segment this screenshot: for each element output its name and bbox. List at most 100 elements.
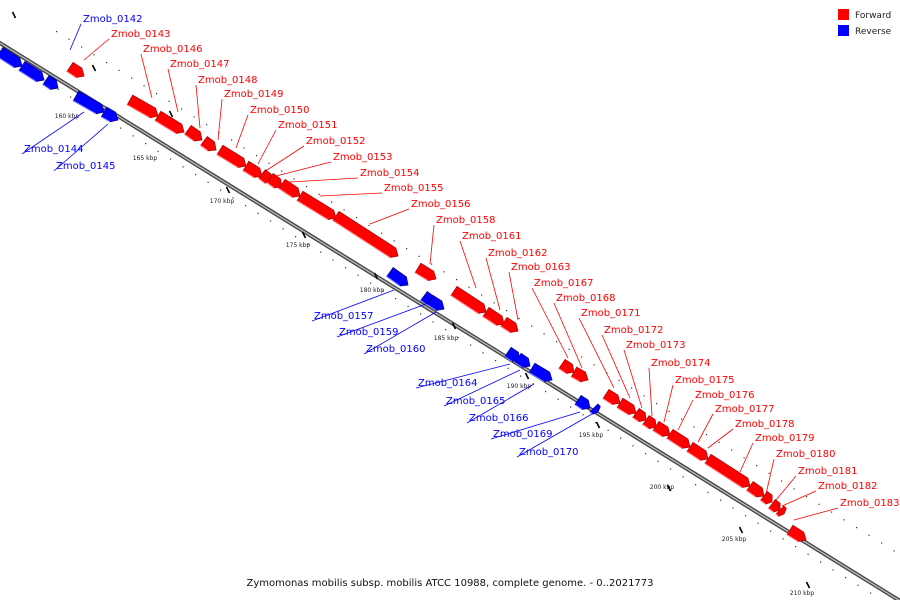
scale-minor-tick xyxy=(695,484,697,486)
scale-minor-tick xyxy=(556,341,558,343)
gene-label[interactable]: Zmob_0147 xyxy=(170,59,230,70)
zmob-0172-arrow[interactable] xyxy=(616,397,637,415)
gene-label[interactable]: Zmob_0151 xyxy=(278,120,338,131)
gene-label[interactable]: Zmob_0144 xyxy=(24,144,84,155)
zmob-0147-arrow[interactable] xyxy=(154,110,185,134)
gene-highlight xyxy=(66,71,77,78)
gene-label[interactable]: Zmob_0178 xyxy=(735,419,795,430)
scale-label: 205 kbp xyxy=(722,536,747,543)
scale-minor-tick xyxy=(682,476,684,478)
legend-forward-swatch xyxy=(838,9,849,20)
gene-label[interactable]: Zmob_0145 xyxy=(56,161,116,172)
scale-minor-tick xyxy=(793,488,795,490)
gene-label[interactable]: Zmob_0153 xyxy=(333,152,393,163)
zmob-0158-arrow[interactable] xyxy=(414,262,437,282)
gene-highlight xyxy=(589,411,593,415)
gene-label[interactable]: Zmob_0179 xyxy=(755,433,815,444)
zmob-0166-arrow[interactable] xyxy=(528,362,553,383)
scale-major-tick xyxy=(168,110,174,118)
leader-line xyxy=(459,240,477,289)
scale-minor-tick xyxy=(845,577,847,579)
gene-label[interactable]: Zmob_0183 xyxy=(840,498,900,509)
gene-label[interactable]: Zmob_0170 xyxy=(519,447,579,458)
zmob-0161-arrow[interactable] xyxy=(450,285,487,314)
gene-label[interactable]: Zmob_0152 xyxy=(306,136,366,147)
gene-highlight xyxy=(200,144,209,152)
gene-label[interactable]: Zmob_0182 xyxy=(818,481,878,492)
gene-label[interactable]: Zmob_0154 xyxy=(360,168,420,179)
gene-label[interactable]: Zmob_0169 xyxy=(493,429,553,440)
gene-label[interactable]: Zmob_0176 xyxy=(695,390,755,401)
gene-label[interactable]: Zmob_0163 xyxy=(511,262,571,273)
leader-line xyxy=(167,68,179,113)
gene-label[interactable]: Zmob_0160 xyxy=(366,344,426,355)
scale-major-tick xyxy=(595,421,601,429)
leader-line xyxy=(83,38,110,61)
scale-minor-tick xyxy=(393,240,395,242)
scale-minor-tick xyxy=(368,224,370,226)
scale-minor-tick xyxy=(543,333,545,335)
zmob-0148-arrow[interactable] xyxy=(184,124,203,142)
gene-label[interactable]: Zmob_0155 xyxy=(384,183,444,194)
gene-label[interactable]: Zmob_0165 xyxy=(446,396,506,407)
zmob-0156-arrow[interactable] xyxy=(332,210,399,258)
gene-highlight xyxy=(768,507,774,513)
zmob-0163-arrow[interactable] xyxy=(500,316,519,333)
zmob-0183-arrow[interactable] xyxy=(786,524,807,542)
gene-highlight xyxy=(73,100,97,115)
scale-minor-tick xyxy=(418,255,420,257)
scale-minor-tick xyxy=(345,267,347,269)
gene-label[interactable]: Zmob_0143 xyxy=(111,29,171,40)
zmob-0154-arrow[interactable] xyxy=(278,178,301,198)
gene-label[interactable]: Zmob_0174 xyxy=(651,358,711,369)
gene-label[interactable]: Zmob_0181 xyxy=(798,466,858,477)
gene-highlight xyxy=(386,276,401,287)
scale-minor-tick xyxy=(681,418,683,420)
gene-label[interactable]: Zmob_0167 xyxy=(534,278,594,289)
gene-label[interactable]: Zmob_0161 xyxy=(462,231,522,242)
zmob-0150-arrow[interactable] xyxy=(216,144,247,168)
scale-minor-tick xyxy=(268,162,270,164)
zmob-0177-arrow[interactable] xyxy=(686,441,709,461)
gene-highlight xyxy=(746,490,757,498)
zmob-0169-arrow[interactable] xyxy=(574,394,591,410)
zmob-0167-arrow[interactable] xyxy=(558,358,575,374)
gene-label[interactable]: Zmob_0148 xyxy=(198,75,258,86)
gene-label[interactable]: Zmob_0175 xyxy=(675,375,735,386)
scale-major-tick xyxy=(225,186,231,194)
zmob-0162-arrow[interactable] xyxy=(482,306,505,326)
scale-minor-tick xyxy=(670,468,672,470)
gene-label[interactable]: Zmob_0146 xyxy=(143,44,203,55)
scale-minor-tick xyxy=(718,441,720,443)
gene-label[interactable]: Zmob_0157 xyxy=(314,311,374,322)
gene-label[interactable]: Zmob_0177 xyxy=(715,404,775,415)
gene-label[interactable]: Zmob_0149 xyxy=(224,89,284,100)
gene-label[interactable]: Zmob_0171 xyxy=(581,308,641,319)
gene-label[interactable]: Zmob_0172 xyxy=(604,325,664,336)
gene-label[interactable]: Zmob_0150 xyxy=(250,105,310,116)
gene-label[interactable]: Zmob_0142 xyxy=(83,14,143,25)
scale-minor-tick xyxy=(856,527,858,529)
gene-label[interactable]: Zmob_0164 xyxy=(418,378,478,389)
gene-label[interactable]: Zmob_0166 xyxy=(469,413,529,424)
gene-label[interactable]: Zmob_0156 xyxy=(411,199,471,210)
scale-minor-tick xyxy=(206,124,208,126)
zmob-0146-arrow[interactable] xyxy=(126,94,159,119)
scale-major-tick xyxy=(805,581,811,589)
gene-label[interactable]: Zmob_0159 xyxy=(339,327,399,338)
leader-line xyxy=(369,208,410,225)
zmob-0143-arrow[interactable] xyxy=(66,61,85,78)
gene-label[interactable]: Zmob_0173 xyxy=(626,340,686,351)
gene-highlight xyxy=(426,304,437,311)
scale-minor-tick xyxy=(295,236,297,238)
gene-label[interactable]: Zmob_0180 xyxy=(776,449,836,460)
scale-minor-tick xyxy=(693,426,695,428)
gene-label[interactable]: Zmob_0162 xyxy=(488,248,548,259)
gene-label[interactable]: Zmob_0158 xyxy=(436,215,496,226)
gene-label[interactable]: Zmob_0168 xyxy=(556,293,616,304)
zmob-0149-arrow[interactable] xyxy=(200,136,217,152)
leader-line xyxy=(21,111,85,155)
zmob-0171-arrow[interactable] xyxy=(602,388,621,405)
leader-line xyxy=(781,490,817,507)
zmob-0151-arrow[interactable] xyxy=(242,160,263,178)
